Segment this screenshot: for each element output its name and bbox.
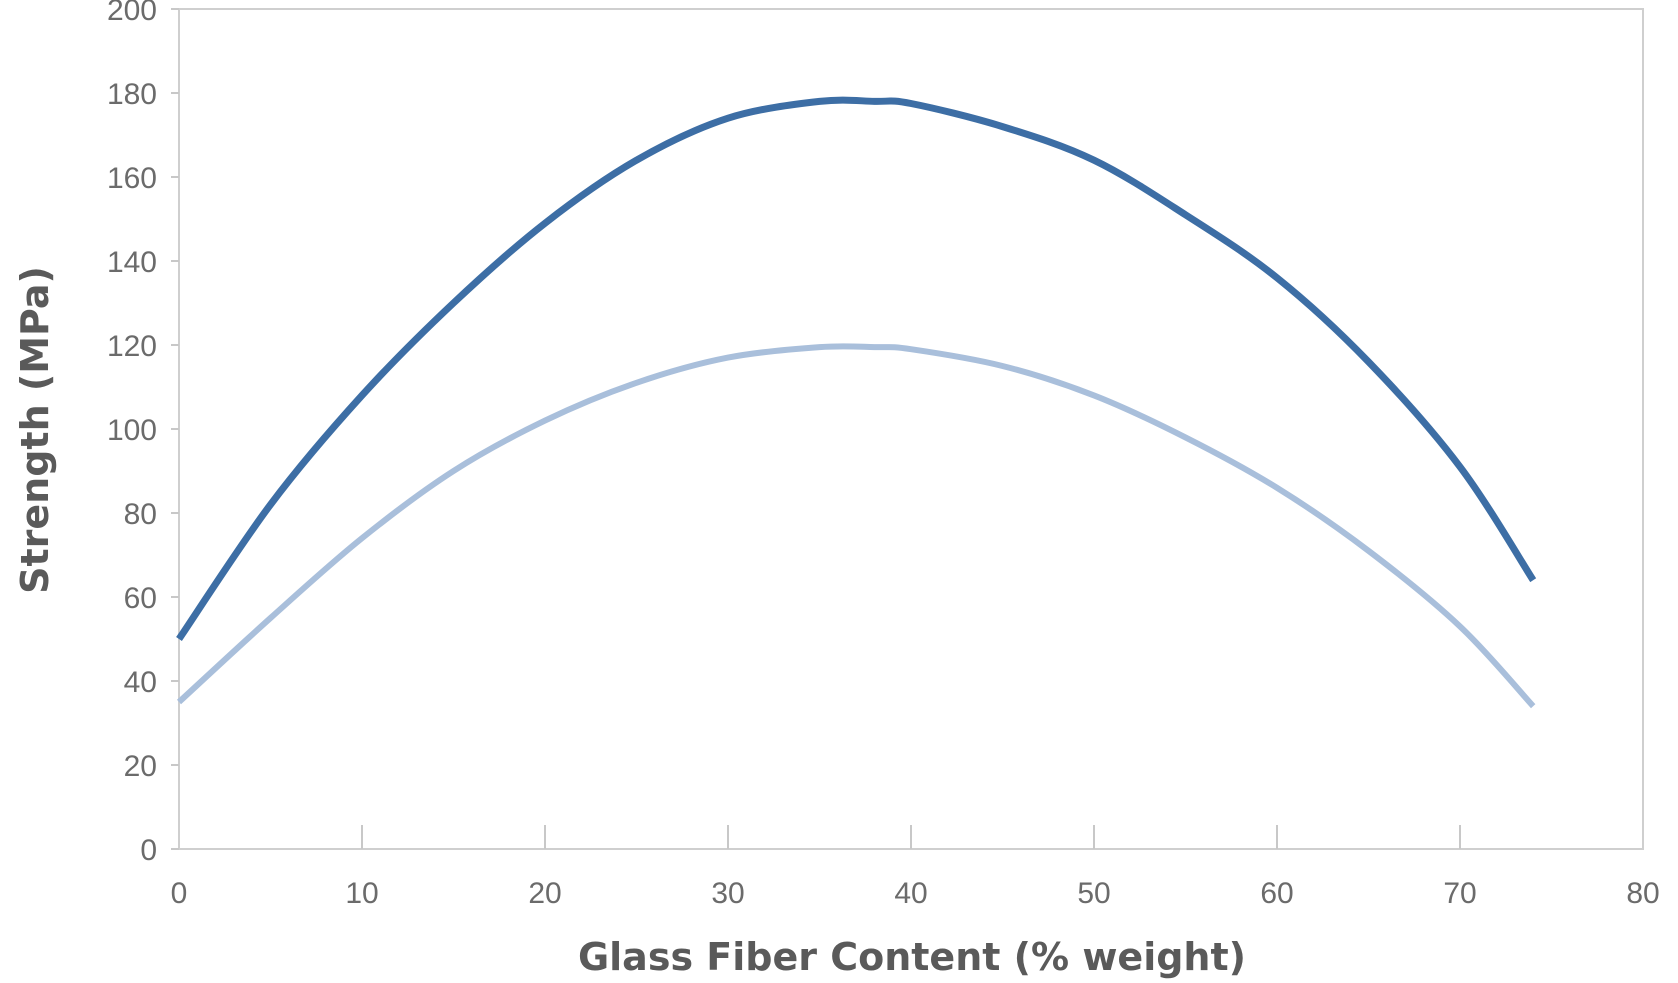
- y-tick-label: 60: [124, 582, 157, 615]
- y-tick-label: 80: [124, 498, 157, 531]
- series-line-1: [176, 96, 1537, 641]
- x-tick-label: 80: [1626, 877, 1659, 910]
- plot-area-border: [178, 8, 1644, 850]
- series-lines: [176, 96, 1537, 709]
- x-tick-label: 20: [528, 877, 561, 910]
- y-tick-label: 40: [124, 666, 157, 699]
- axis-ticks: [171, 8, 1461, 850]
- y-tick-label: 200: [107, 0, 157, 27]
- y-tick-label: 180: [107, 78, 157, 111]
- y-axis-title: Strength (MPa): [13, 266, 57, 594]
- tick-labels: 0 20 40 60 80 100 120 140 160 180 200 0 10 20 30 40 50 60…: [107, 0, 1660, 910]
- x-tick-label: 70: [1443, 877, 1476, 910]
- x-tick-label: 50: [1077, 877, 1110, 910]
- x-tick-label: 40: [894, 877, 927, 910]
- x-tick-label: 30: [711, 877, 744, 910]
- x-axis-title: Glass Fiber Content (% weight): [578, 935, 1246, 979]
- y-tick-label: 120: [107, 330, 157, 363]
- x-tick-label: 0: [171, 877, 188, 910]
- plot-frame: [178, 8, 1644, 850]
- y-tick-label: 0: [140, 834, 157, 867]
- y-tick-label: 20: [124, 750, 157, 783]
- y-tick-label: 160: [107, 162, 157, 195]
- x-tick-label: 60: [1260, 877, 1293, 910]
- y-tick-label: 100: [107, 414, 157, 447]
- x-tick-label: 10: [345, 877, 378, 910]
- series-line-2: [176, 343, 1536, 709]
- y-tick-label: 140: [107, 246, 157, 279]
